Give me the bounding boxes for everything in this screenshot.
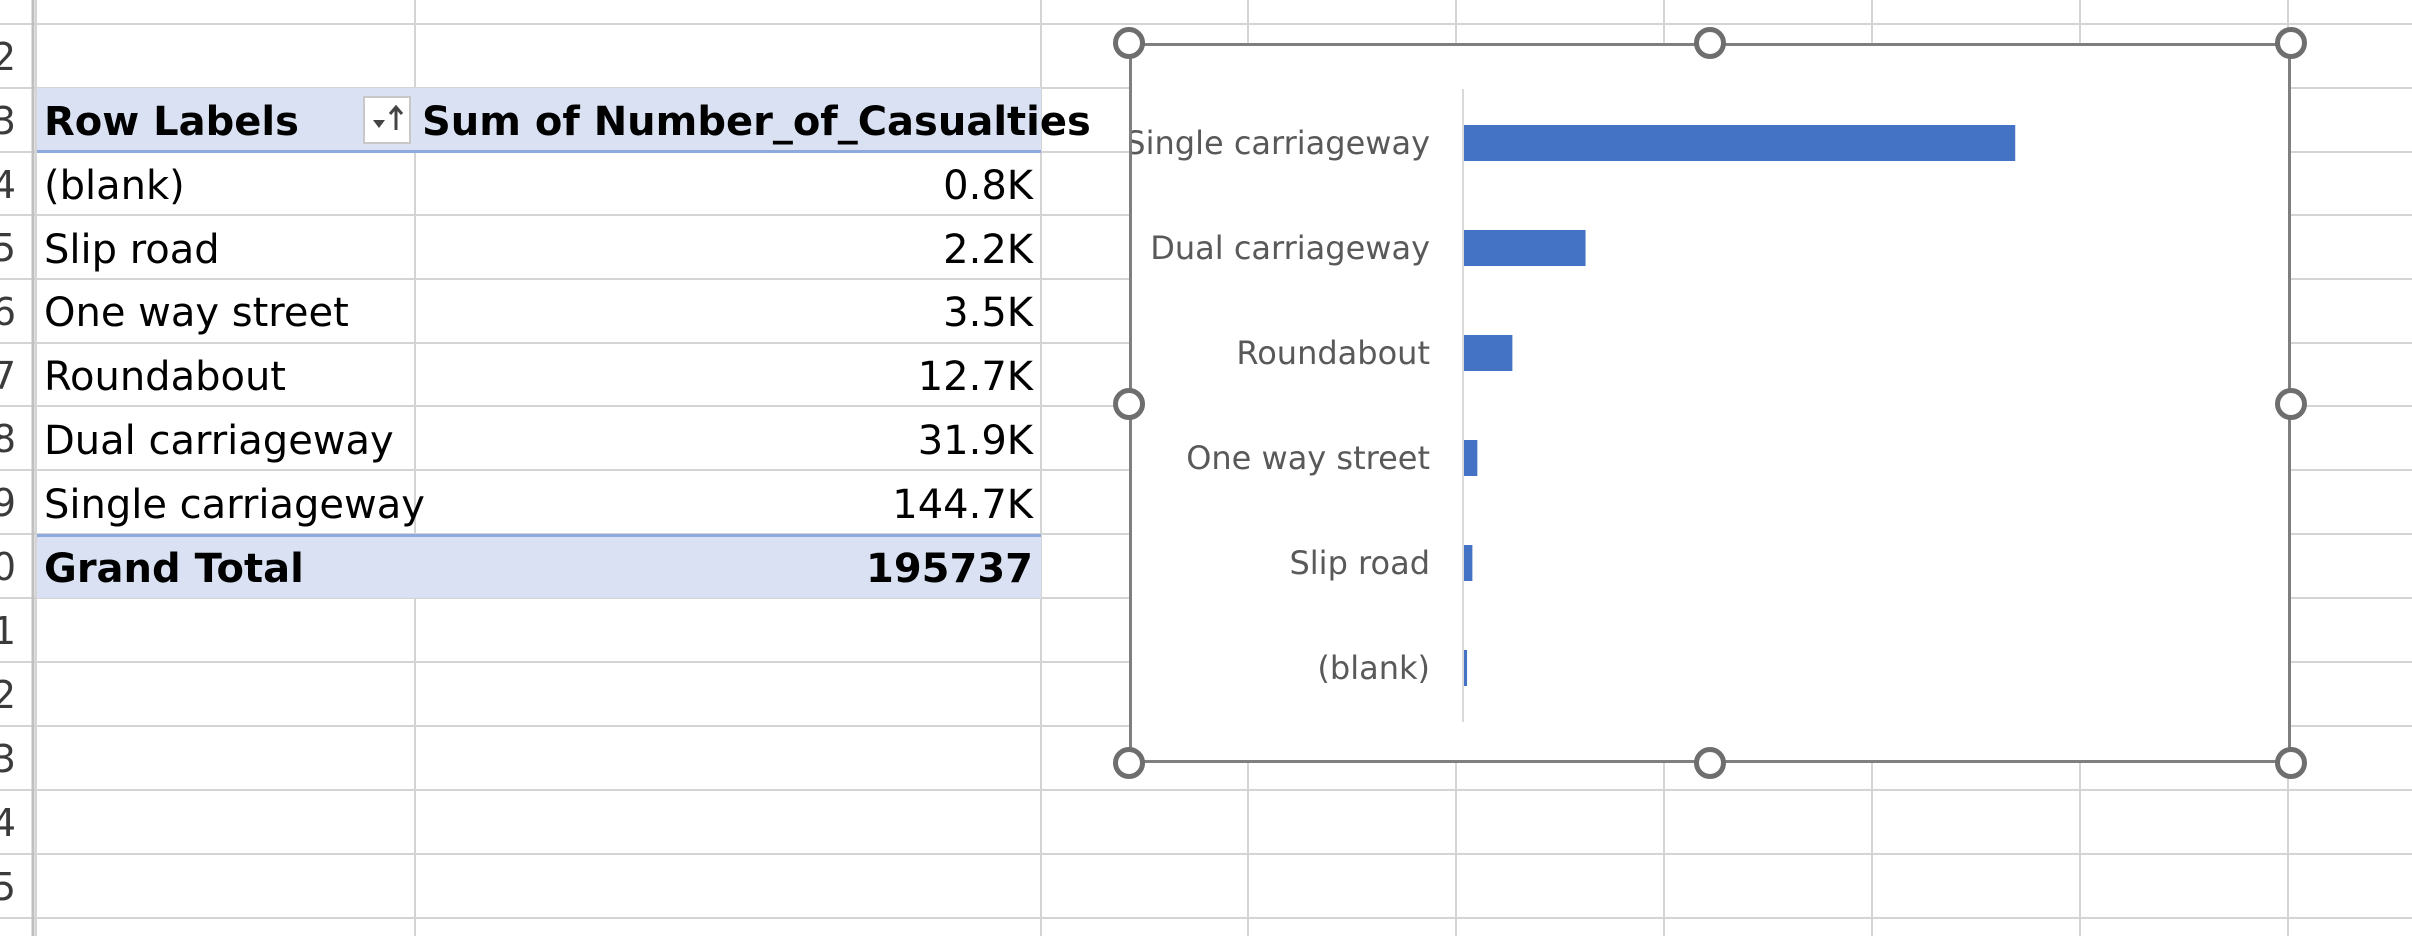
resize-handle-top-right[interactable] [2275,27,2307,59]
pivot-row-value[interactable]: 3.5K [943,290,1033,336]
resize-handle-top-left[interactable] [1113,27,1145,59]
row-number-8[interactable]: 8 [0,417,16,461]
resize-handle-middle-left[interactable] [1113,388,1145,420]
pivot-grand-total-value[interactable]: 195737 [866,546,1033,592]
category-label: Roundabout [1236,334,1430,372]
pivot-header-band [37,88,1041,152]
resize-handle-bottom-left[interactable] [1113,747,1145,779]
resize-handle-bottom-right[interactable] [2275,747,2307,779]
pivot-row-label[interactable]: (blank) [44,163,185,209]
sort-ascending-filter-icon [373,104,404,130]
row-number-3[interactable]: 3 [0,99,16,143]
row-number-13[interactable]: 3 [0,737,16,781]
pivot-row-value[interactable]: 2.2K [943,227,1033,273]
category-label: (blank) [1317,649,1430,687]
category-label: Slip road [1289,544,1430,582]
resize-handle-top-center[interactable] [1694,27,1726,59]
pivot-row-value[interactable]: 12.7K [917,354,1033,400]
resize-handle-bottom-center[interactable] [1694,747,1726,779]
pivot-row-label[interactable]: Dual carriageway [44,418,394,464]
bar-one-way-street[interactable] [1464,440,1478,476]
pivot-row-value[interactable]: 31.9K [917,418,1033,464]
category-label: Dual carriageway [1150,229,1430,267]
row-number-7[interactable]: 7 [0,354,16,398]
row-number-11[interactable]: 1 [0,609,16,653]
category-label: Single carriageway [1132,124,1430,162]
row-number-14[interactable]: 4 [0,801,16,845]
pivot-total-border [37,534,1041,537]
pivot-total-band [37,534,1041,598]
row-number-10[interactable]: 0 [0,545,16,589]
bar-slip-road[interactable] [1464,545,1473,581]
pivot-header-sum-casualties[interactable]: Sum of Number_of_Casualties [422,99,1091,145]
pivot-row-value[interactable]: 144.7K [892,482,1033,528]
pivot-grand-total-label[interactable]: Grand Total [44,546,304,592]
pivot-row-value[interactable]: 0.8K [943,163,1033,209]
pivot-header-row-labels[interactable]: Row Labels [44,99,299,145]
row-labels-filter-button[interactable] [363,96,411,144]
bar-chart-plot: Single carriageway Dual carriageway Rounda… [1125,89,2016,722]
category-label: One way street [1186,439,1430,477]
pivot-row-label[interactable]: Slip road [44,227,220,273]
row-number-2[interactable]: 2 [0,35,16,79]
row-number-12[interactable]: 2 [0,673,16,717]
bar-single-carriageway[interactable] [1464,125,2016,161]
pivot-row-label[interactable]: One way street [44,290,349,336]
bar-roundabout[interactable] [1464,335,1513,371]
resize-handle-middle-right[interactable] [2275,388,2307,420]
row-number-4[interactable]: 4 [0,163,16,207]
bar-dual-carriageway[interactable] [1464,230,1586,266]
pivot-chart[interactable]: Single carriageway Dual carriageway Rounda… [1125,43,2291,763]
row-number-5[interactable]: 5 [0,226,16,270]
pivot-header-border [37,150,1041,153]
row-number-15[interactable]: 5 [0,865,16,909]
pivot-row-label[interactable]: Single carriageway [44,482,425,528]
bar-blank[interactable] [1464,650,1468,686]
pivot-row-label[interactable]: Roundabout [44,354,286,400]
row-number-9[interactable]: 9 [0,481,16,525]
row-number-6[interactable]: 6 [0,290,16,334]
